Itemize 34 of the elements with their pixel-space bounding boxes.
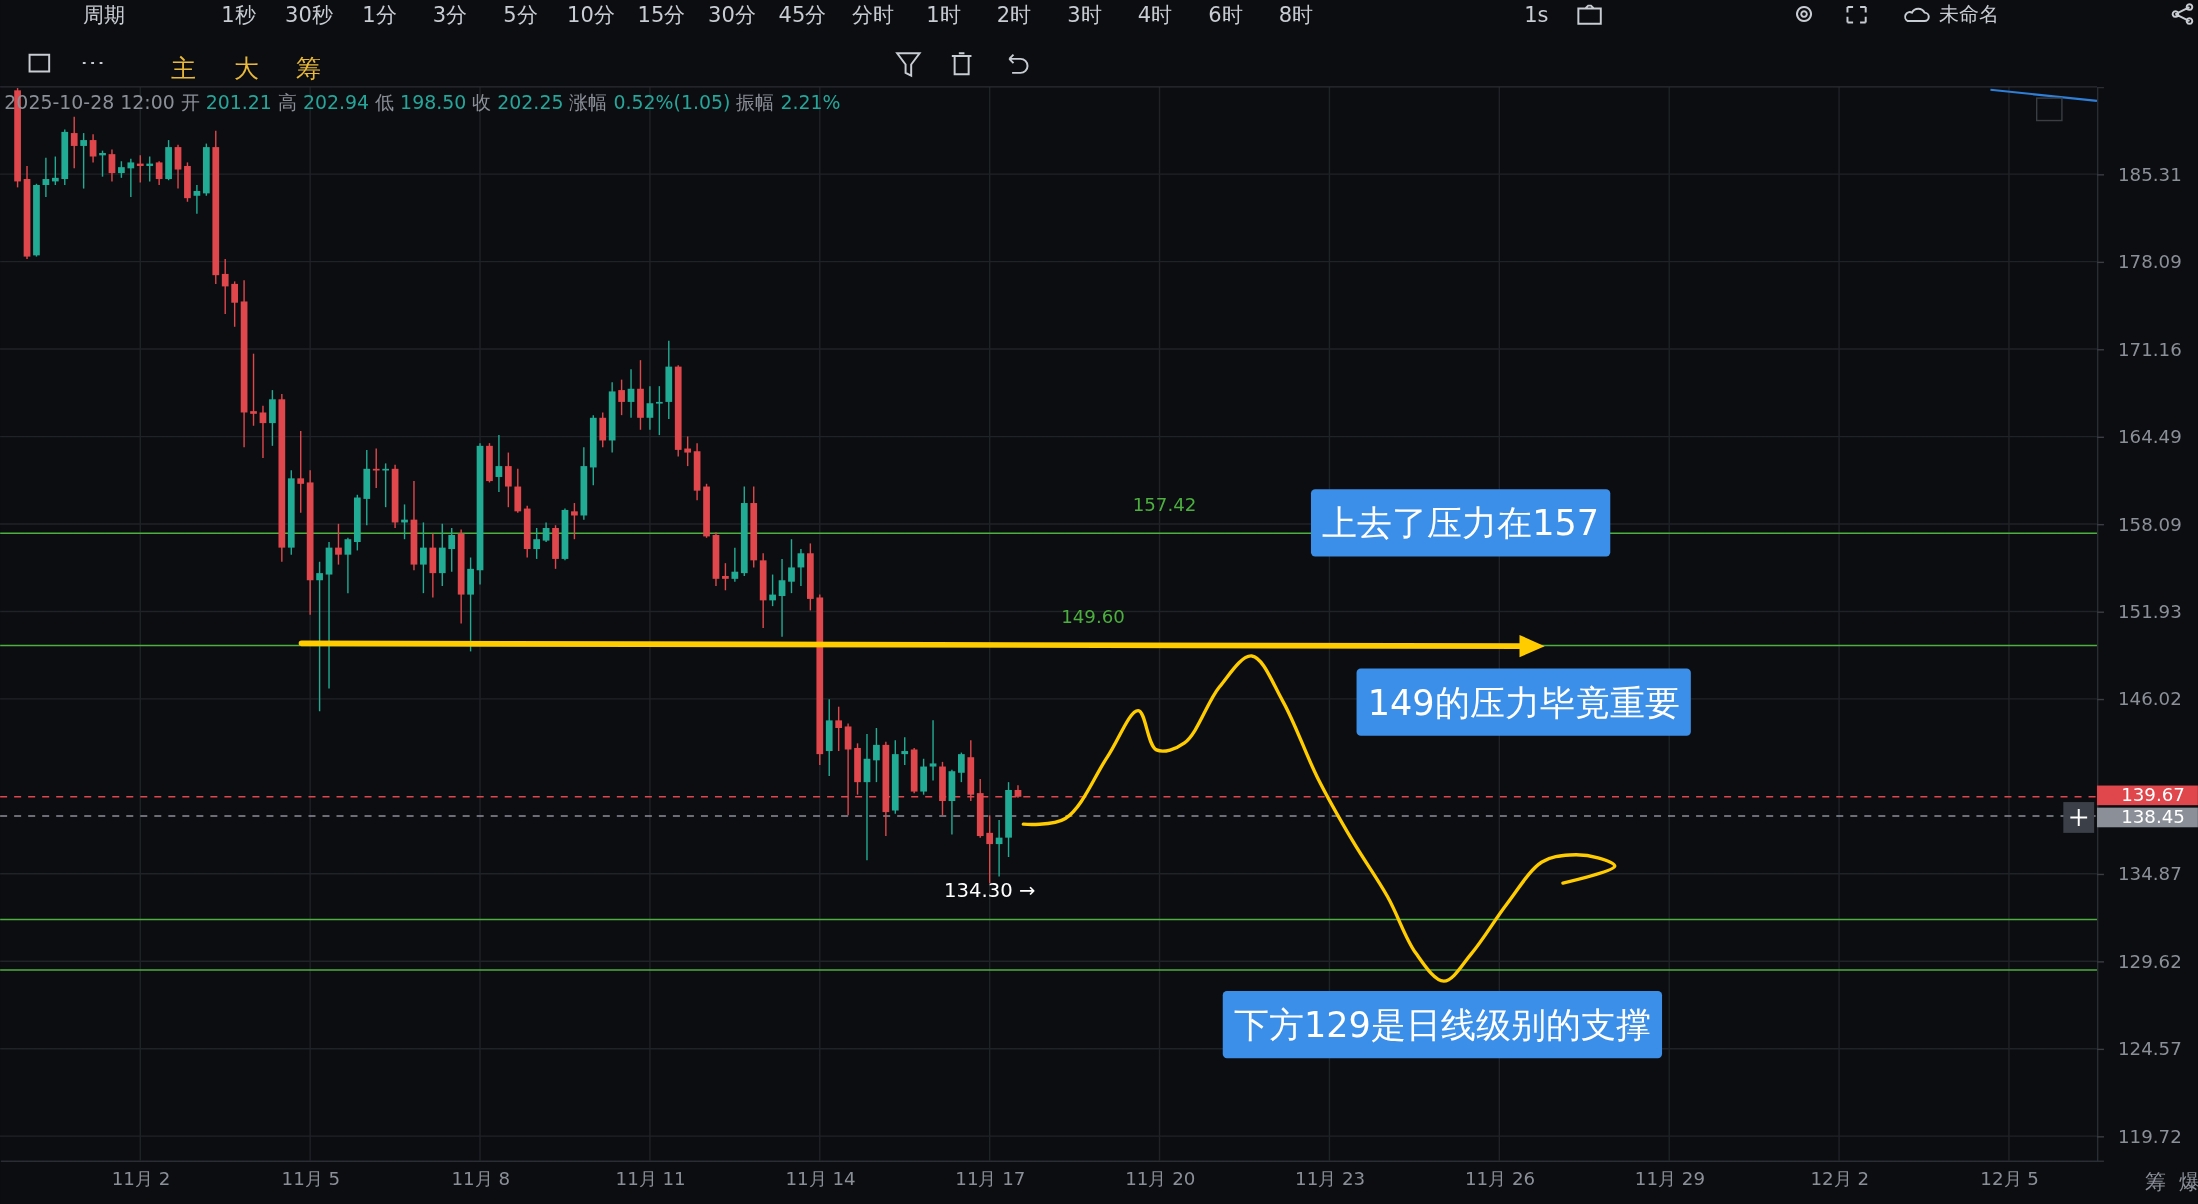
annotation: 下方129是日线级别的支撑 bbox=[1233, 1004, 1651, 1046]
x-tick-label: 11月 26 bbox=[1464, 1167, 1536, 1189]
x-tick-label: 11月 14 bbox=[785, 1167, 856, 1189]
y-tick-label: 134.87 bbox=[2117, 863, 2182, 885]
ref-line-label: 139.67 bbox=[2121, 783, 2185, 805]
ref-line-label: 138.45 bbox=[2121, 806, 2185, 828]
annotation: 134.30 → bbox=[944, 879, 1036, 903]
x-tick-label: 12月 5 bbox=[1980, 1167, 2039, 1189]
x-tick-label: 12月 2 bbox=[1810, 1167, 1870, 1189]
x-tick-label: 11月 29 bbox=[1634, 1167, 1705, 1189]
annotation: 上去了压力在157 bbox=[1322, 502, 1600, 544]
ref-line-label: 157.42 bbox=[1132, 493, 1197, 515]
y-tick-label: 151.93 bbox=[2117, 601, 2182, 623]
y-tick-label: 124.57 bbox=[2117, 1038, 2182, 1060]
ref-line-label: 149.60 bbox=[1061, 606, 1125, 628]
x-tick-label: 11月 11 bbox=[615, 1167, 686, 1189]
x-tick-label: 11月 2 bbox=[111, 1167, 171, 1189]
y-tick-label: 119.72 bbox=[2117, 1125, 2182, 1147]
y-tick-label: 171.16 bbox=[2117, 338, 2182, 360]
y-tick-label: 129.62 bbox=[2117, 950, 2182, 972]
y-tick-label: 158.09 bbox=[2117, 513, 2182, 535]
x-tick-label: 11月 20 bbox=[1125, 1167, 1196, 1189]
text: 周期 1秒 30秒 1分 3分 5分 10分 15分 30分 45分 分时 1时 2时 3时 4时 6时 8时 bbox=[82, 2, 1314, 28]
text: 主 大 筹 bbox=[171, 54, 321, 84]
x-tick-label: 11月 5 bbox=[281, 1167, 341, 1189]
y-tick-label: 185.31 bbox=[2117, 163, 2182, 185]
x-tick-label: 11月 8 bbox=[451, 1167, 511, 1189]
y-tick-label: 164.49 bbox=[2117, 426, 2182, 448]
y-tick-label: 146.02 bbox=[2117, 688, 2182, 710]
x-tick-label: 11月 23 bbox=[1295, 1167, 1366, 1189]
x-tick-label: 11月 17 bbox=[955, 1167, 1026, 1189]
y-tick-label: 178.09 bbox=[2117, 251, 2182, 273]
text: 1s 未命名 bbox=[1524, 2, 1999, 28]
annotation: 149的压力毕竟重要 bbox=[1367, 681, 1680, 723]
